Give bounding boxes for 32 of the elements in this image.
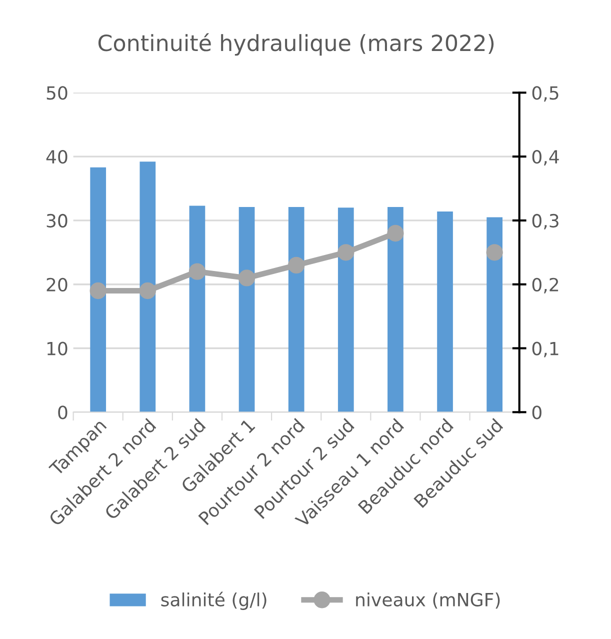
y2-tick-label: 0,3 xyxy=(532,214,558,230)
y2-tick-label: 0,1 xyxy=(532,342,558,358)
point xyxy=(338,244,354,261)
bar xyxy=(388,207,404,412)
chart-title: Continuité hydraulique (mars 2022) xyxy=(98,33,494,56)
point xyxy=(90,282,106,300)
bar xyxy=(437,212,453,412)
legend-label: niveaux (mNGF) xyxy=(356,592,500,609)
y-tick-label: 0 xyxy=(58,406,68,420)
y-tick-label: 30 xyxy=(46,214,68,228)
point xyxy=(188,263,206,280)
y-tick-label: 40 xyxy=(46,150,68,164)
point xyxy=(139,282,156,300)
bar xyxy=(189,206,206,412)
bar xyxy=(338,208,354,412)
bar xyxy=(140,162,156,412)
bar xyxy=(90,167,106,412)
y2-tick-label: 0 xyxy=(532,406,542,420)
y-tick-label: 20 xyxy=(46,278,68,292)
bar xyxy=(486,217,502,412)
y-tick-label: 10 xyxy=(47,342,68,356)
legend-label: salinité (g/l) xyxy=(161,592,266,610)
point xyxy=(288,256,305,274)
point xyxy=(486,244,503,261)
y2-tick-label: 0,5 xyxy=(532,86,558,102)
bar xyxy=(288,207,304,412)
y-tick-label: 50 xyxy=(46,86,68,100)
y2-tick-label: 0,2 xyxy=(532,278,558,294)
y2-tick-label: 0,4 xyxy=(532,150,559,166)
point xyxy=(387,224,404,242)
bar xyxy=(238,207,255,412)
point xyxy=(238,270,256,286)
